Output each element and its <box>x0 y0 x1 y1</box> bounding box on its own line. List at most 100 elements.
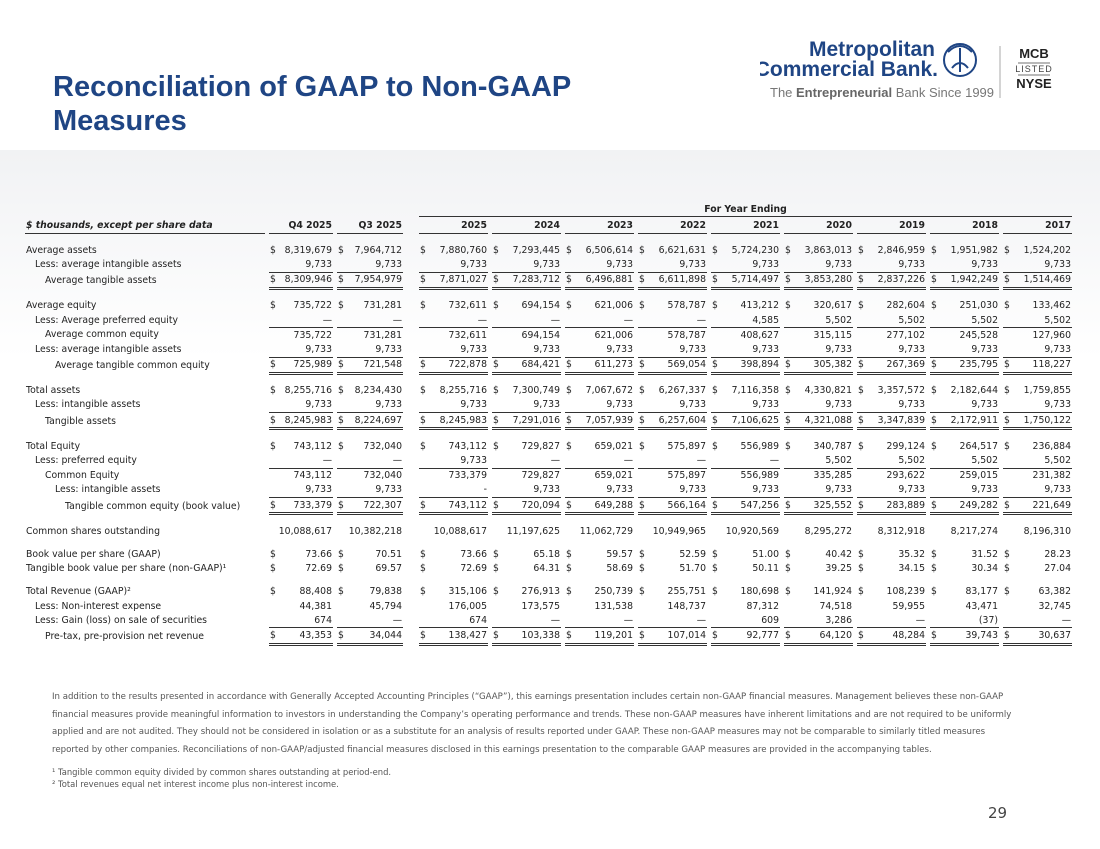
currency: $ <box>639 499 645 511</box>
cell: 674 <box>419 613 488 627</box>
currency: $ <box>566 563 572 575</box>
cell: 231,382 <box>1003 467 1072 483</box>
blank <box>25 538 1072 547</box>
currency: $ <box>785 563 791 575</box>
cell: 578,787 <box>638 327 707 342</box>
cell-value: — <box>550 455 560 467</box>
currency: $ <box>420 300 426 312</box>
cell-value: 10,088,617 <box>433 525 487 537</box>
cell: 9,733 <box>784 398 853 412</box>
cell: 5,502 <box>784 313 853 327</box>
currency: $ <box>712 359 718 371</box>
cell-value: 578,787 <box>667 300 706 312</box>
cell: 277,102 <box>857 327 926 342</box>
cell-value: 249,282 <box>959 499 998 511</box>
cell: 735,722 <box>269 327 333 342</box>
currency: $ <box>931 244 937 256</box>
currency: $ <box>493 244 499 256</box>
cell-value: 283,889 <box>886 499 925 511</box>
cell: 731,281 <box>337 327 403 342</box>
cell-value: 9,733 <box>460 343 487 355</box>
cell: $725,989 <box>269 356 333 375</box>
cell-value: 282,604 <box>886 300 925 312</box>
cell-value: 10,382,218 <box>348 525 402 537</box>
currency: $ <box>270 586 276 598</box>
cell: $118,227 <box>1003 356 1072 375</box>
cell-value: 413,212 <box>740 300 779 312</box>
spacer <box>407 599 415 613</box>
cell-value: 725,989 <box>293 359 332 371</box>
cell-value: 731,281 <box>363 300 402 312</box>
table-row: Total Equity $743,112 $732,040 $743,112 $729… <box>25 439 1072 453</box>
cell: 5,502 <box>857 313 926 327</box>
cell-value: 315,106 <box>448 586 487 598</box>
cell: — <box>711 453 780 467</box>
cell: $569,054 <box>638 356 707 375</box>
cell-value: 743,112 <box>448 499 487 511</box>
currency: $ <box>931 563 937 575</box>
cell-value: 11,062,729 <box>579 525 633 537</box>
reconciliation-table: For Year Ending $ thousands, except per s… <box>21 202 1076 646</box>
currency: $ <box>420 359 426 371</box>
cell: $315,106 <box>419 585 488 599</box>
currency: $ <box>493 563 499 575</box>
cell: 9,733 <box>784 342 853 356</box>
cell-value: 2,837,226 <box>877 274 925 286</box>
currency: $ <box>1004 440 1010 452</box>
cell: $35.32 <box>857 547 926 561</box>
cell-value: 9,733 <box>825 343 852 355</box>
cell: $8,224,697 <box>337 412 403 431</box>
cell: 609 <box>711 613 780 627</box>
currency: $ <box>566 629 572 641</box>
currency: $ <box>420 414 426 426</box>
cell: $7,880,760 <box>419 243 488 257</box>
cell: 9,733 <box>337 483 403 497</box>
cell-value: 5,724,230 <box>731 244 779 256</box>
currency: $ <box>338 385 344 397</box>
cell-value: 9,733 <box>971 399 998 411</box>
currency: $ <box>785 385 791 397</box>
table-row: Less: intangible assets 9,733 9,733 - 9,733 9… <box>25 483 1072 497</box>
cell-value: 9,733 <box>825 258 852 270</box>
cell: $7,106,625 <box>711 412 780 431</box>
cell-value: 30.34 <box>971 563 998 575</box>
cell: $64.31 <box>492 562 561 576</box>
cell-value: 221,649 <box>1032 499 1071 511</box>
cell-value: 2,182,644 <box>950 385 998 397</box>
cell-value: 9,733 <box>825 484 852 496</box>
cell-value: — <box>477 314 487 326</box>
currency: $ <box>858 244 864 256</box>
column-header: 2018 <box>930 217 999 235</box>
cell: 43,471 <box>930 599 999 613</box>
cell-value: 335,285 <box>813 470 852 482</box>
row-label: Less: Non-interest expense <box>35 600 162 612</box>
currency: $ <box>639 274 645 286</box>
cell: $720,094 <box>492 497 561 516</box>
cell-value: 251,030 <box>959 300 998 312</box>
currency: $ <box>420 499 426 511</box>
cell-value: 674 <box>469 614 487 626</box>
table-row: Common Equity 743,112 732,040 733,379 729,82… <box>25 467 1072 483</box>
cell-value: 30,637 <box>1038 629 1071 641</box>
cell-value: 180,698 <box>740 586 779 598</box>
blank <box>25 375 1072 384</box>
currency: $ <box>1004 586 1010 598</box>
cell: $6,611,898 <box>638 271 707 290</box>
cell: 11,062,729 <box>565 524 634 538</box>
cell: 9,733 <box>492 342 561 356</box>
spacer <box>407 453 415 467</box>
column-header: 2021 <box>711 217 780 235</box>
cell-value: — <box>915 614 925 626</box>
row-label: Less: intangible assets <box>35 399 141 411</box>
table-row: Average tangible assets $8,309,946 $7,954,… <box>25 271 1072 290</box>
cell-value: — <box>392 314 402 326</box>
cell: 9,733 <box>419 453 488 467</box>
cell: (37) <box>930 613 999 627</box>
cell: 9,733 <box>1003 483 1072 497</box>
cell-value: 556,989 <box>740 470 779 482</box>
tagline-part: Entrepreneurial <box>796 85 892 100</box>
cell: $1,942,249 <box>930 271 999 290</box>
currency: $ <box>1004 300 1010 312</box>
cell: $320,617 <box>784 299 853 313</box>
cell-value: 9,733 <box>460 399 487 411</box>
